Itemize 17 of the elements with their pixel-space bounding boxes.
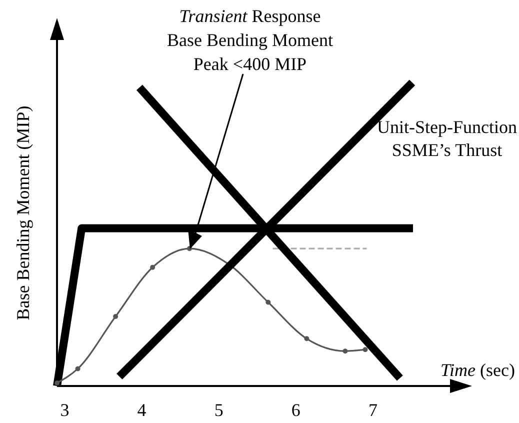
x-tick-label: 6: [291, 400, 300, 420]
point: [75, 366, 80, 372]
x-tick-label: 4: [137, 400, 146, 420]
point: [304, 336, 310, 342]
point: [266, 300, 271, 305]
point: [342, 348, 348, 354]
text: Transient Response Base Bending Moment Peak <400 MIP: [167, 6, 333, 74]
point: [150, 264, 156, 270]
x-axis-title: Time (sec): [440, 360, 515, 380]
x-tick-label: 5: [214, 400, 224, 420]
x-tick-label: 7: [368, 400, 378, 420]
annotation: Unit-Step-Function SSME’s Thrust: [377, 117, 517, 160]
point: [113, 314, 118, 320]
y-axis-title: Base Bending Moment (MIP): [13, 106, 33, 320]
x-tick-label: 3: [60, 400, 70, 420]
point: [54, 380, 60, 386]
point: [362, 347, 368, 352]
